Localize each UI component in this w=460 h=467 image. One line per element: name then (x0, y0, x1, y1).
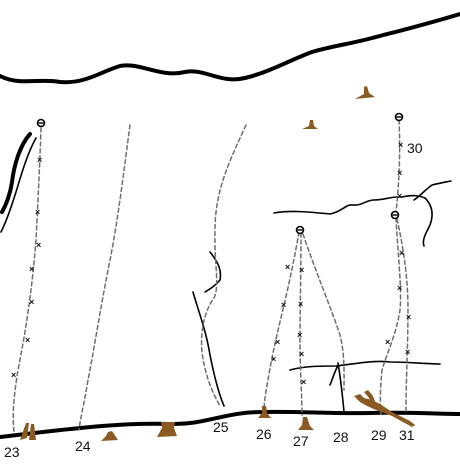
bolt-icon: × (406, 312, 411, 322)
bolt-icon: × (29, 297, 34, 307)
ground-line (0, 409, 460, 439)
tree-icon (29, 424, 36, 440)
route-31-line (396, 218, 409, 415)
route-labels: 23 24 25 26 27 28 29 30 31 (4, 140, 423, 460)
bolt-icon: × (385, 337, 390, 347)
crack-28 (337, 362, 345, 413)
anchor-route-23 (36, 118, 46, 128)
tree-icon (354, 394, 415, 427)
tree-icon (355, 86, 375, 99)
route-label-26: 26 (256, 426, 272, 442)
crack-27-28 (329, 365, 339, 386)
route-label-25: 25 (213, 419, 229, 435)
bolt-icon: × (25, 335, 30, 345)
route-31-bolts: × × (405, 312, 411, 357)
cliff-top-edge (0, 12, 460, 85)
route-29-line (379, 217, 402, 415)
route-label-27: 27 (293, 433, 309, 449)
bolt-icon: × (298, 299, 303, 309)
route-25-line (200, 124, 247, 407)
route-27-bolts: × × × × × (297, 265, 306, 387)
route-label-24: 24 (75, 438, 91, 454)
tree-icon (298, 417, 314, 430)
bolt-icon: × (35, 207, 40, 217)
route-label-30: 30 (407, 140, 423, 156)
bolt-icon: × (397, 168, 402, 178)
trees (20, 86, 415, 441)
anchor-route-29-31 (390, 210, 400, 220)
bolt-icon: × (398, 140, 403, 150)
route-label-29: 29 (371, 427, 387, 443)
bolt-icon: × (397, 283, 402, 293)
flake-lower (192, 291, 225, 407)
left-rib-inner (0, 137, 37, 233)
route-label-28: 28 (333, 429, 349, 445)
tree-icon (20, 423, 29, 440)
route-label-23: 23 (4, 444, 20, 460)
bolt-icon: × (275, 337, 280, 347)
route-29-bolts: × × × (385, 248, 404, 347)
bolt-icon: × (11, 370, 16, 380)
tree-icon (101, 431, 118, 441)
route-27-line (299, 232, 303, 416)
left-rib (0, 132, 32, 214)
bolt-icon: × (271, 354, 276, 364)
bolt-icon: × (405, 347, 410, 357)
anchor-route-30 (394, 112, 404, 122)
bolt-icon: × (297, 330, 302, 340)
tree-icon (364, 390, 376, 405)
flake-upper (204, 251, 222, 293)
bolt-icon: × (397, 191, 402, 201)
bolt-icon: × (301, 377, 306, 387)
bolt-icon: × (281, 300, 286, 310)
tree-icon (302, 120, 318, 129)
route-26-line (263, 231, 300, 412)
route-23-bolts: × × × × × × × (11, 155, 42, 380)
route-30-bolts: × × × (397, 140, 403, 201)
tree-icon (157, 422, 177, 437)
route-24-line (78, 124, 131, 431)
ledge-line (289, 360, 441, 371)
route-label-31: 31 (399, 427, 415, 443)
bolt-icon: × (299, 265, 304, 275)
bolt-icon: × (299, 349, 304, 359)
bolt-icon: × (37, 155, 42, 165)
roof-bulge (413, 180, 452, 201)
bolt-icon: × (399, 248, 404, 258)
bolt-icon: × (36, 240, 41, 250)
roof-line (273, 194, 433, 247)
route-23-line (12, 127, 42, 433)
route-28-line (302, 233, 345, 391)
tree-icon (258, 406, 271, 418)
anchor-route-26-27-28 (295, 225, 305, 235)
route-26-bolts: × × × × (271, 262, 290, 364)
bolt-icon: × (29, 264, 34, 274)
bolt-icon: × (285, 262, 290, 272)
